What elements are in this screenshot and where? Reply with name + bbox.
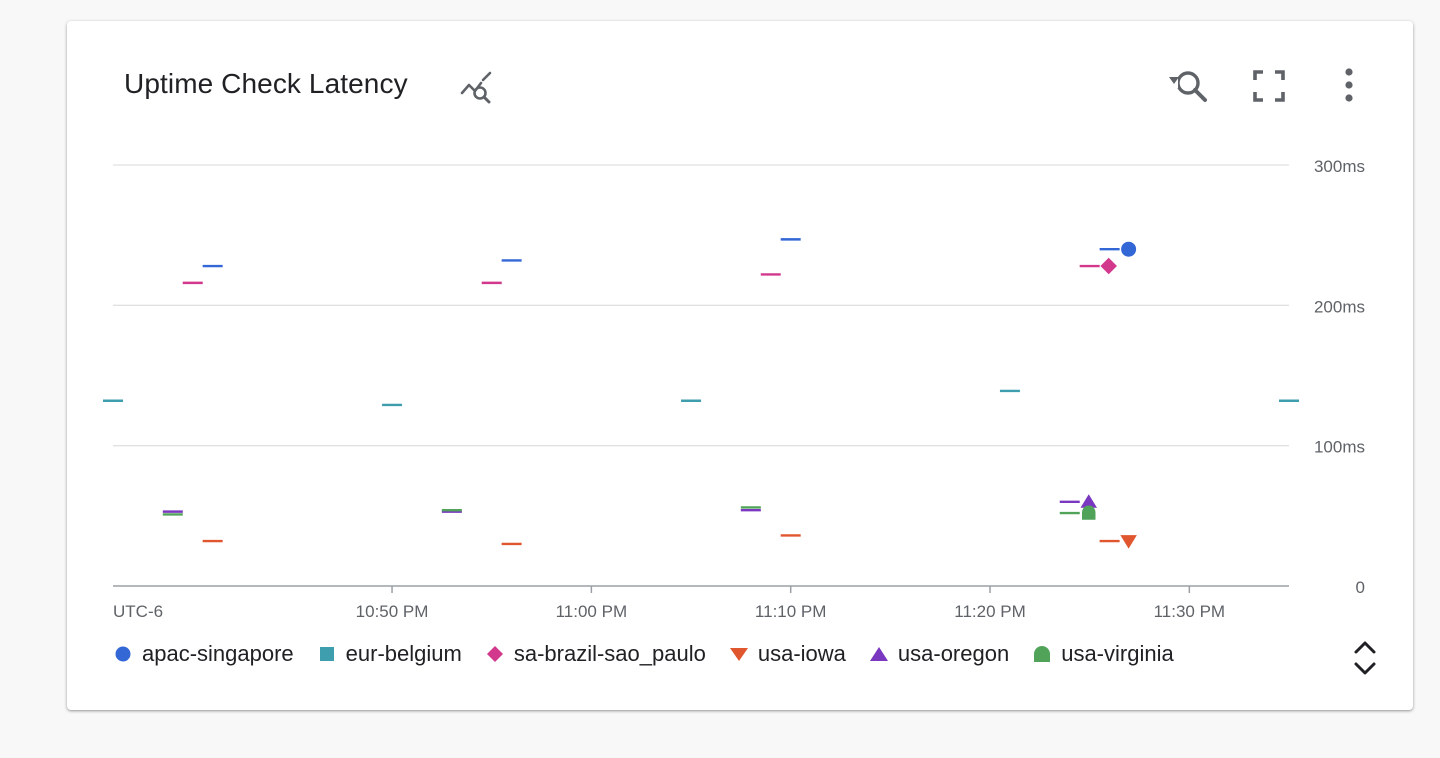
chart-plot[interactable]: 0 100ms 200ms 300ms UTC-6 10:50 PM 11:00 PM 11:… <box>67 21 1413 631</box>
latest-marker-sa-brazil-sao_paulo <box>1100 257 1117 275</box>
legend-label: sa-brazil-sao_paulo <box>513 641 706 666</box>
zoom-reset-icon[interactable] <box>1167 64 1211 108</box>
legend-marker-triangle-up <box>869 644 889 664</box>
legend-item-apac-singapore[interactable]: apac-singapore <box>113 641 294 667</box>
legend-item-usa-virginia[interactable]: usa-virginia <box>1032 641 1174 667</box>
y-tick-label: 300ms <box>1314 157 1365 176</box>
x-tick-label: 11:00 PM <box>556 602 628 621</box>
chart-title: Uptime Check Latency <box>124 68 408 99</box>
latest-marker-apac-singapore <box>1121 241 1137 257</box>
fullscreen-icon[interactable] <box>1247 64 1291 108</box>
legend-label: usa-virginia <box>1061 641 1174 666</box>
x-tick-label: 11:10 PM <box>755 602 827 621</box>
x-tick-label: 11:30 PM <box>1154 602 1226 621</box>
latest-marker-usa-virginia <box>1081 505 1096 520</box>
y-tick-label: 0 <box>1356 578 1365 597</box>
legend-label: apac-singapore <box>142 641 294 666</box>
chart-legend: apac-singapore eur-belgium sa-brazil-sao_p… <box>113 641 1197 667</box>
legend-label: eur-belgium <box>345 641 462 666</box>
latest-marker-usa-iowa <box>1120 535 1137 549</box>
legend-marker-square <box>317 644 337 664</box>
legend-item-usa-oregon[interactable]: usa-oregon <box>869 641 1009 667</box>
legend-item-eur-belgium[interactable]: eur-belgium <box>317 641 462 667</box>
legend-marker-triangle-down <box>729 644 749 664</box>
x-tick-label: 11:20 PM <box>954 602 1026 621</box>
unfold-icon[interactable] <box>1351 638 1379 678</box>
legend-label: usa-iowa <box>757 641 846 666</box>
timezone-label: UTC-6 <box>113 602 163 621</box>
latest-marker-usa-oregon <box>1080 494 1097 508</box>
x-tick-label: 10:50 PM <box>356 602 429 621</box>
analyze-chart-icon[interactable] <box>459 71 495 105</box>
legend-label: usa-oregon <box>897 641 1010 666</box>
y-tick-label: 200ms <box>1314 297 1365 316</box>
legend-marker-diamond <box>485 644 505 664</box>
legend-item-sa-brazil-sao_paulo[interactable]: sa-brazil-sao_paulo <box>485 641 706 667</box>
more-vert-icon[interactable] <box>1327 64 1371 108</box>
legend-marker-circle <box>113 644 133 664</box>
y-tick-label: 100ms <box>1314 438 1365 457</box>
legend-marker-rounded-square <box>1032 644 1052 664</box>
chart-card: Uptime Check Latency <box>67 21 1413 710</box>
legend-item-usa-iowa[interactable]: usa-iowa <box>729 641 846 667</box>
